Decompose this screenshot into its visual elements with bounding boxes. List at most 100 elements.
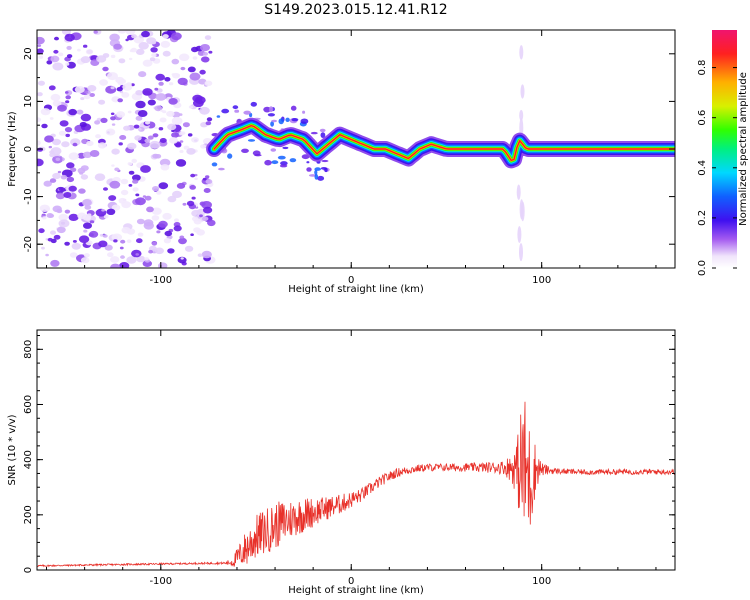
noise-blob (109, 33, 120, 42)
noise-blob (135, 48, 145, 56)
y-tick-label: 0 (23, 146, 34, 152)
noise-blob (110, 256, 120, 263)
noise-blob (182, 202, 187, 206)
noise-blob (163, 238, 171, 244)
noise-blob (66, 176, 75, 183)
noise-blob (133, 124, 140, 129)
noise-blob (135, 115, 143, 121)
noise-blob (194, 96, 206, 104)
ridge-halo (279, 164, 288, 168)
noise-blob (162, 212, 172, 220)
noise-blob (135, 193, 140, 197)
noise-blob (80, 97, 85, 101)
noise-blob (94, 173, 106, 181)
noise-blob (126, 239, 132, 243)
noise-blob (179, 140, 184, 143)
artifact-blob (516, 184, 521, 200)
ridge-halo (282, 146, 289, 150)
ridge-halo (314, 167, 322, 171)
y-tick-label: 20 (23, 47, 34, 60)
colorbar: 0.0 0.2 0.4 0.6 0.8 Normalized spectral ampl… (697, 30, 749, 276)
noise-blob (162, 50, 171, 57)
ridge-halo (216, 115, 221, 118)
noise-blob (167, 195, 177, 203)
noise-blob (120, 189, 129, 196)
noise-blob (103, 215, 109, 219)
noise-blob (64, 33, 75, 42)
noise-blob (136, 238, 143, 244)
noise-blob (171, 73, 176, 76)
artifact-blob (519, 45, 524, 60)
noise-blob (160, 164, 170, 171)
noise-blob (159, 138, 167, 143)
noise-blob (144, 257, 150, 261)
ridge-halo (227, 153, 233, 159)
noise-blob (94, 120, 101, 125)
noise-blob (168, 82, 174, 86)
noise-blob (54, 36, 59, 41)
ridge-halo (291, 118, 299, 122)
artifact-blob (519, 109, 524, 121)
noise-blob (58, 219, 70, 228)
noise-blob (158, 127, 164, 131)
noise-blob (141, 30, 150, 38)
noise-blob (188, 105, 193, 109)
noise-blob (37, 44, 42, 47)
noise-blob (79, 121, 87, 128)
noise-blob (192, 56, 198, 60)
noise-blob (61, 141, 70, 148)
noise-blob (113, 239, 118, 243)
noise-blob (152, 186, 160, 192)
noise-blob (106, 208, 116, 215)
x-tick-label: -100 (149, 275, 172, 286)
noise-blob (111, 123, 116, 126)
artifact-blob (517, 226, 522, 243)
noise-blob (128, 184, 133, 187)
noise-blob (206, 117, 213, 122)
noise-blob (80, 174, 89, 180)
spectral-ridge (206, 101, 675, 181)
noise-blob (66, 54, 73, 59)
noise-blob (120, 239, 126, 244)
noise-blob (127, 142, 137, 150)
noise-blob (204, 80, 213, 87)
noise-blob (125, 38, 129, 42)
noise-blob (173, 218, 180, 223)
noise-blob (110, 112, 115, 116)
noise-blob (197, 253, 203, 257)
noise-blob (49, 117, 54, 120)
noise-blob (177, 77, 188, 86)
noise-blob (111, 204, 121, 211)
noise-blob (113, 43, 122, 50)
noise-blob (118, 142, 123, 146)
noise-blob (86, 140, 94, 147)
noise-blob (120, 178, 129, 185)
colorbar-tick-label: 0.8 (697, 60, 708, 76)
noise-blob (187, 66, 196, 73)
noise-blob (78, 235, 90, 243)
noise-blob (114, 167, 120, 172)
noise-blob (138, 71, 147, 78)
ridge-halo (289, 158, 297, 163)
noise-blob (99, 233, 104, 237)
noise-blob (52, 100, 62, 107)
noise-blob (203, 188, 211, 193)
noise-blob (169, 137, 178, 144)
noise-blob (50, 259, 60, 267)
ridge-halo (314, 173, 319, 180)
y-tick-label: 400 (23, 450, 34, 469)
colorbar-label: Normalized spectral amplitude (738, 72, 749, 226)
noise-blob (191, 137, 199, 143)
noise-blob (71, 242, 82, 250)
noise-blob (76, 109, 84, 115)
noise-blob (48, 145, 52, 149)
noise-blob (167, 248, 175, 254)
noise-blob (65, 91, 69, 94)
noise-blob (46, 60, 53, 65)
noise-blob (154, 126, 158, 130)
noise-blob (144, 138, 151, 143)
noise-blob (83, 44, 88, 48)
noise-blob (199, 69, 206, 75)
ridge-halo (247, 139, 256, 142)
noise-blob (119, 246, 124, 250)
